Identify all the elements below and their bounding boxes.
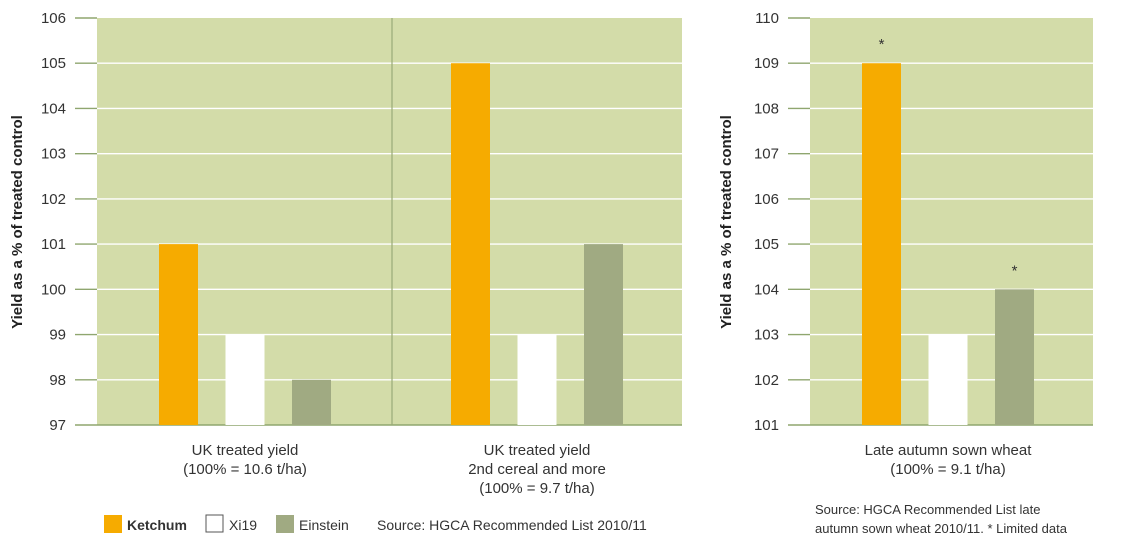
bar-xi19-right-0 [928, 334, 968, 425]
right-source-line-1: Source: HGCA Recommended List late [815, 502, 1040, 517]
bar-einstein-left-1 [584, 244, 623, 425]
right-y-tick-label: 110 [755, 10, 779, 27]
right-y-tick-label: 102 [754, 372, 779, 389]
bar-ketchum-right-0 [862, 63, 901, 425]
legend-swatch-ketchum [104, 515, 122, 533]
left-y-tick-label: 106 [41, 10, 66, 27]
right-y-axis-label: Yield as a % of treated control [718, 115, 735, 329]
bar-einstein-left-0 [292, 379, 331, 425]
right-y-tick-label: 108 [754, 100, 779, 117]
right-y-tick-label: 106 [754, 191, 779, 208]
right-y-tick-label: 105 [754, 236, 779, 253]
left-category-label: (100% = 9.7 t/ha) [479, 480, 595, 497]
right-y-tick-label: 104 [754, 281, 779, 298]
bar-annotation: * [1012, 262, 1018, 279]
left-category-label: UK treated yield [484, 442, 591, 459]
legend-label-ketchum: Ketchum [127, 517, 187, 533]
right-y-tick-label: 109 [754, 55, 779, 72]
right-category-label: Late autumn sown wheat [865, 442, 1033, 459]
left-y-tick-label: 99 [49, 327, 66, 344]
left-category-label: UK treated yield [192, 442, 299, 459]
right-y-tick-label: 101 [754, 417, 779, 434]
left-category-label: 2nd cereal and more [468, 461, 606, 478]
left-y-axis-label: Yield as a % of treated control [9, 115, 26, 329]
right-category-label: (100% = 9.1 t/ha) [890, 461, 1006, 478]
left-y-tick-label: 102 [41, 191, 66, 208]
bar-ketchum-left-1 [451, 63, 490, 425]
right-chart: 101 102 103 104 105 106 107 108 109 110 * * Late a… [718, 10, 1093, 478]
left-category-label: (100% = 10.6 t/ha) [183, 461, 307, 478]
bar-ketchum-left-0 [159, 244, 198, 425]
left-y-tick-label: 105 [41, 55, 66, 72]
legend-swatch-xi19 [205, 514, 224, 533]
left-chart: 97 98 99 100 101 102 103 104 105 106 UK treated y… [9, 10, 682, 497]
left-y-tick-label: 101 [41, 236, 66, 253]
left-y-tick-label: 97 [49, 417, 66, 434]
left-y-tick-label: 98 [49, 372, 66, 389]
legend: Ketchum Xi19 Einstein Source: HGCA Recom… [104, 514, 647, 533]
right-y-tick-label: 103 [754, 327, 779, 344]
right-y-tick-label: 107 [754, 146, 779, 163]
left-y-tick-label: 104 [41, 100, 66, 117]
bar-annotation: * [879, 36, 885, 53]
bar-einstein-right-0 [995, 289, 1034, 425]
right-source-line-2: autumn sown wheat 2010/11. * Limited dat… [815, 521, 1068, 536]
legend-swatch-einstein [276, 515, 294, 533]
legend-label-xi19: Xi19 [229, 517, 257, 533]
bar-xi19-left-1 [517, 334, 557, 425]
legend-label-einstein: Einstein [299, 517, 349, 533]
left-source-note: Source: HGCA Recommended List 2010/11 [377, 517, 647, 533]
bar-xi19-left-0 [225, 334, 265, 425]
left-y-tick-label: 100 [41, 281, 66, 298]
left-y-tick-label: 103 [41, 146, 66, 163]
